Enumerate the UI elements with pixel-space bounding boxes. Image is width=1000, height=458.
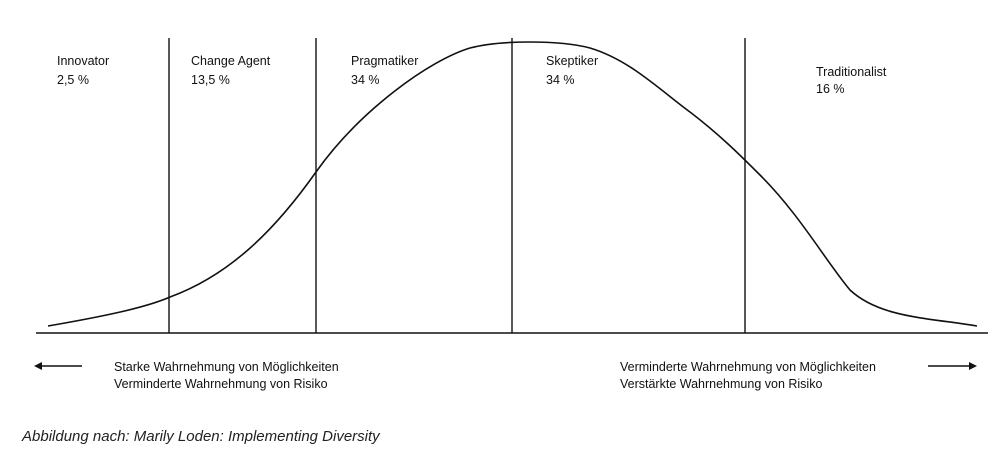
left-axis-line1: Starke Wahrnehmung von Möglichkeiten — [114, 360, 339, 374]
segment-change-agent-name: Change Agent — [191, 54, 271, 68]
right-axis-line1: Verminderte Wahrnehmung von Möglichkeite… — [620, 360, 876, 374]
segment-skeptiker-pct: 34 % — [546, 73, 575, 87]
segment-change-agent-pct: 13,5 % — [191, 73, 230, 87]
right-axis-line2: Verstärkte Wahrnehmung von Risiko — [620, 377, 822, 391]
figure-caption: Abbildung nach: Marily Loden: Implementi… — [22, 428, 380, 445]
left-arrow-icon — [34, 362, 82, 370]
bell-curve — [47, 41, 978, 327]
segment-innovator-name: Innovator — [57, 54, 109, 68]
segment-innovator-pct: 2,5 % — [57, 73, 89, 87]
left-axis-line2: Verminderte Wahrnehmung von Risiko — [114, 377, 328, 391]
segment-traditionalist-pct: 16 % — [816, 82, 845, 96]
segment-pragmatiker-name: Pragmatiker — [351, 54, 418, 68]
segment-traditionalist-name: Traditionalist — [816, 65, 887, 79]
segment-skeptiker-name: Skeptiker — [546, 54, 598, 68]
right-arrow-icon — [928, 362, 977, 370]
segment-pragmatiker-pct: 34 % — [351, 73, 380, 87]
